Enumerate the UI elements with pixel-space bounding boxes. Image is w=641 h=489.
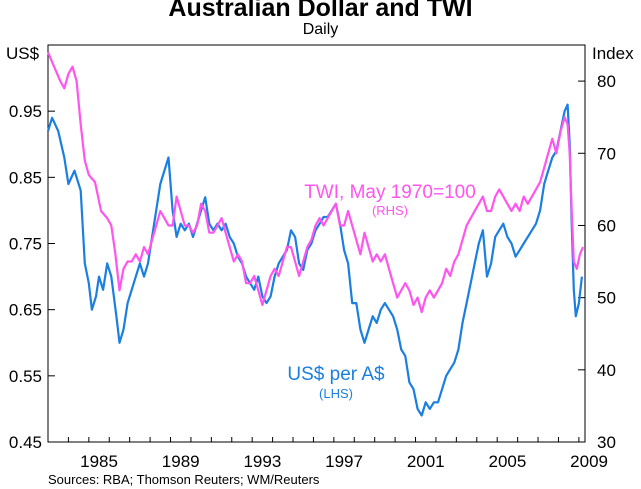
left-tick-label: 0.75 bbox=[9, 235, 42, 254]
right-tick-label: 60 bbox=[597, 216, 616, 235]
left-axis-label: US$ bbox=[6, 44, 40, 63]
right-tick-label: 30 bbox=[597, 433, 616, 452]
aud-usd-line bbox=[46, 103, 583, 417]
left-tick-label: 0.65 bbox=[9, 301, 42, 320]
left-tick-label: 0.95 bbox=[9, 102, 42, 121]
chart-subtitle: Daily bbox=[302, 21, 339, 38]
right-tick-label: 40 bbox=[597, 361, 616, 380]
right-tick-label: 80 bbox=[597, 72, 616, 91]
series-lines bbox=[46, 51, 585, 417]
plot-area bbox=[47, 44, 586, 443]
axis-tick-labels: 0.45 0.55 0.65 0.75 0.85 0.95 30 40 50 60 70 80 1985… bbox=[9, 72, 616, 471]
axis-ticks bbox=[47, 80, 585, 443]
source-note: Sources: RBA; Thomson Reuters; WM/Reuter… bbox=[48, 472, 320, 487]
x-tick-label: 1985 bbox=[80, 452, 118, 471]
x-tick-label: 1993 bbox=[243, 452, 281, 471]
x-tick-label: 2001 bbox=[407, 452, 445, 471]
twi-series-label: TWI, May 1970=100 bbox=[304, 182, 476, 203]
aud-series-label: US$ per A$ bbox=[287, 364, 385, 385]
series-annotations: TWI, May 1970=100 (RHS) US$ per A$ (LHS) bbox=[287, 182, 475, 401]
left-tick-label: 0.55 bbox=[9, 367, 42, 386]
x-tick-label: 1989 bbox=[162, 452, 200, 471]
twi-line bbox=[46, 51, 585, 314]
chart-title: Australian Dollar and TWI bbox=[168, 0, 473, 22]
x-tick-label: 2005 bbox=[488, 452, 526, 471]
x-tick-label: 1997 bbox=[325, 452, 363, 471]
right-axis-label: Index bbox=[592, 44, 634, 63]
twi-series-sub: (RHS) bbox=[372, 203, 408, 218]
right-tick-label: 50 bbox=[597, 289, 616, 308]
left-tick-label: 0.85 bbox=[9, 168, 42, 187]
aud-series-sub: (LHS) bbox=[319, 386, 353, 401]
right-tick-label: 70 bbox=[597, 144, 616, 163]
x-tick-label: 2009 bbox=[570, 452, 608, 471]
left-tick-label: 0.45 bbox=[9, 433, 42, 452]
